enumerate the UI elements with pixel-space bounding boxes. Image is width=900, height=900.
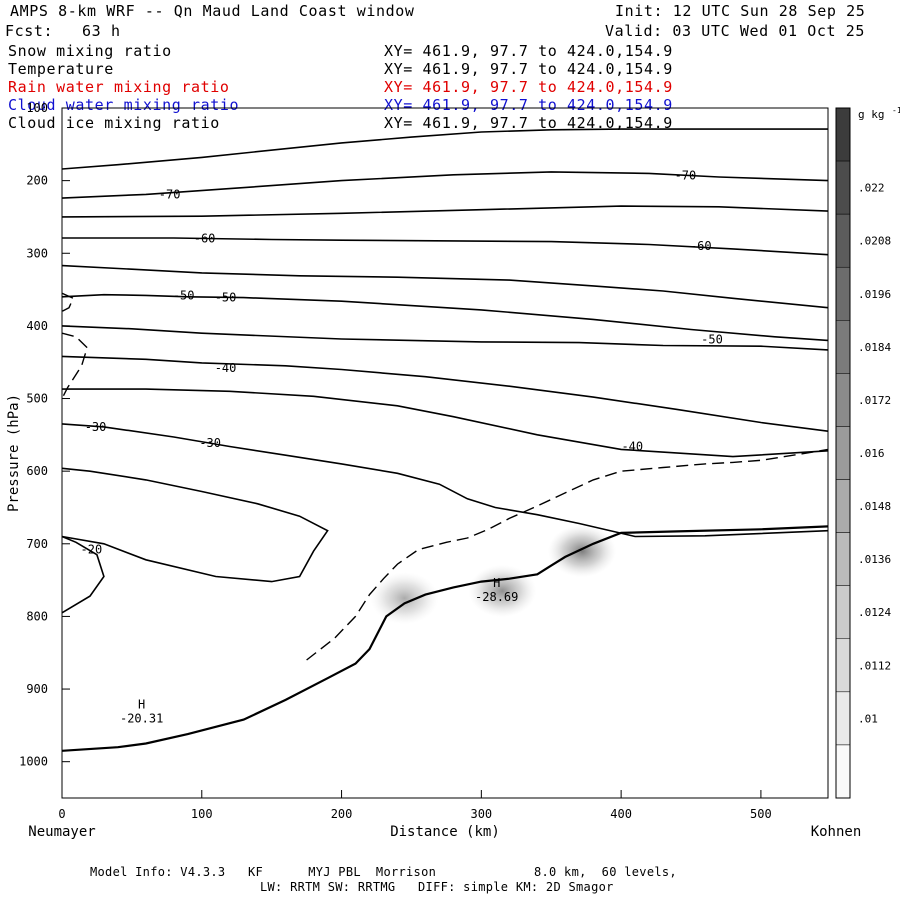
x-axis-label: Distance (km) [390,824,500,840]
y-tick-label: 200 [26,174,48,188]
field-xy: XY= 461.9, 97.7 to 424.0,154.9 [384,42,673,60]
colorbar-segment [835,266,851,321]
colorbar-label: .0184 [858,341,891,354]
init-time: Init: 12 UTC Sun 28 Sep 25 [615,2,866,20]
y-tick-label: 500 [26,392,48,406]
x-end-label: Kohnen [811,824,862,840]
contour-label: -60 [194,232,216,246]
y-tick-label: 700 [26,537,48,551]
dashed-line [62,332,88,399]
forecast-hour: Fcst: 63 h [5,22,121,40]
mixing-ratio-shade [370,572,439,625]
colorbar-label: .0172 [858,394,891,407]
contour-label: -40 [621,439,643,453]
colorbar-segment [835,426,851,480]
y-tick-label: 1000 [19,755,48,769]
y-tick-label: 800 [26,609,48,623]
field-name: Cloud water mixing ratio [8,96,240,114]
y-tick-label: 900 [26,682,48,696]
y-axis-label: Pressure (hPa) [6,394,22,512]
field-name: Temperature [8,60,114,78]
contour-label: -70 [159,187,181,201]
isotherm-line [62,535,105,614]
colorbar-label: .01 [858,712,878,725]
model-info-2: LW: RRTM SW: RRTMG DIFF: simple KM: 2D S… [260,880,614,894]
extremum-marker: H [493,576,500,590]
field-xy: XY= 461.9, 97.7 to 424.0,154.9 [384,78,673,96]
contour-label: -30 [85,420,107,434]
x-tick-label: 200 [331,807,353,821]
isotherm-line [62,293,828,342]
colorbar-segment [835,638,851,693]
colorbar-frame [835,107,851,799]
colorbar-label: .0136 [858,553,891,566]
model-info: Model Info: V4.3.3 KF MYJ PBL Morrison 8… [90,865,677,879]
terrain-line [62,525,828,752]
dashed-line [62,292,75,313]
colorbar-segment [835,585,851,640]
colorbar-segment [835,320,851,374]
isotherm-line [62,388,828,458]
x-tick-label: 500 [750,807,772,821]
x-tick-label: 400 [610,807,632,821]
dashed-line [306,448,828,661]
plot-frame [61,107,829,799]
contour-label: -50 [173,288,195,302]
field-name: Snow mixing ratio [8,42,172,60]
field-name: Cloud ice mixing ratio [8,114,220,132]
x-tick-label: 0 [58,807,65,821]
colorbar-label: .016 [858,447,885,460]
isotherm-line [62,325,828,351]
colorbar-label: .0148 [858,500,891,513]
contour-label: -50 [701,333,723,347]
isotherm-line [62,205,828,218]
valid-time: Valid: 03 UTC Wed 01 Oct 25 [605,22,866,40]
x-start-label: Neumayer [28,824,95,840]
colorbar-segment [835,160,851,215]
field-xy: XY= 461.9, 97.7 to 424.0,154.9 [384,96,673,114]
colorbar-unit: g kg [858,108,885,121]
colorbar-label: .0124 [858,606,891,619]
colorbar-segment [835,107,851,162]
isotherm-line [62,264,828,309]
colorbar-segment [835,532,851,586]
y-tick-label: 400 [26,319,48,333]
isotherm-line [62,423,828,538]
y-tick-label: 600 [26,464,48,478]
extremum-value: -28.69 [475,590,518,604]
extremum-marker: H [138,697,145,711]
colorbar-segment [835,373,851,427]
isotherm-line [62,171,828,199]
field-name: Rain water mixing ratio [8,78,230,96]
colorbar-label: .0112 [858,659,891,672]
isotherm-line [62,128,828,170]
colorbar-segment [835,479,851,533]
y-tick-label: 100 [26,101,48,115]
colorbar-label: .0196 [858,288,891,301]
contour-label: -50 [215,291,237,305]
isotherm-line [62,355,828,432]
field-xy: XY= 461.9, 97.7 to 424.0,154.9 [384,114,673,132]
extremum-value: -20.31 [120,711,163,725]
colorbar-segment [835,744,851,799]
mixing-ratio-shade [547,525,616,578]
x-tick-label: 100 [191,807,213,821]
y-tick-label: 300 [26,246,48,260]
chart-title: AMPS 8-km WRF -- Qn Maud Land Coast wind… [10,2,415,20]
contour-label: -70 [675,169,697,183]
colorbar-segment [835,691,851,746]
x-tick-label: 300 [470,807,492,821]
contour-label: -20 [81,543,103,557]
field-xy: XY= 461.9, 97.7 to 424.0,154.9 [384,60,673,78]
isotherm-line [62,467,329,583]
contour-label: -40 [215,361,237,375]
colorbar-segment [835,213,851,268]
colorbar-label: .022 [858,182,885,195]
colorbar-label: .0208 [858,235,891,248]
contour-label: -60 [690,239,712,253]
colorbar-unit-exp: -1 [892,106,900,115]
isotherm-line [62,237,828,256]
contour-label: -30 [199,436,221,450]
